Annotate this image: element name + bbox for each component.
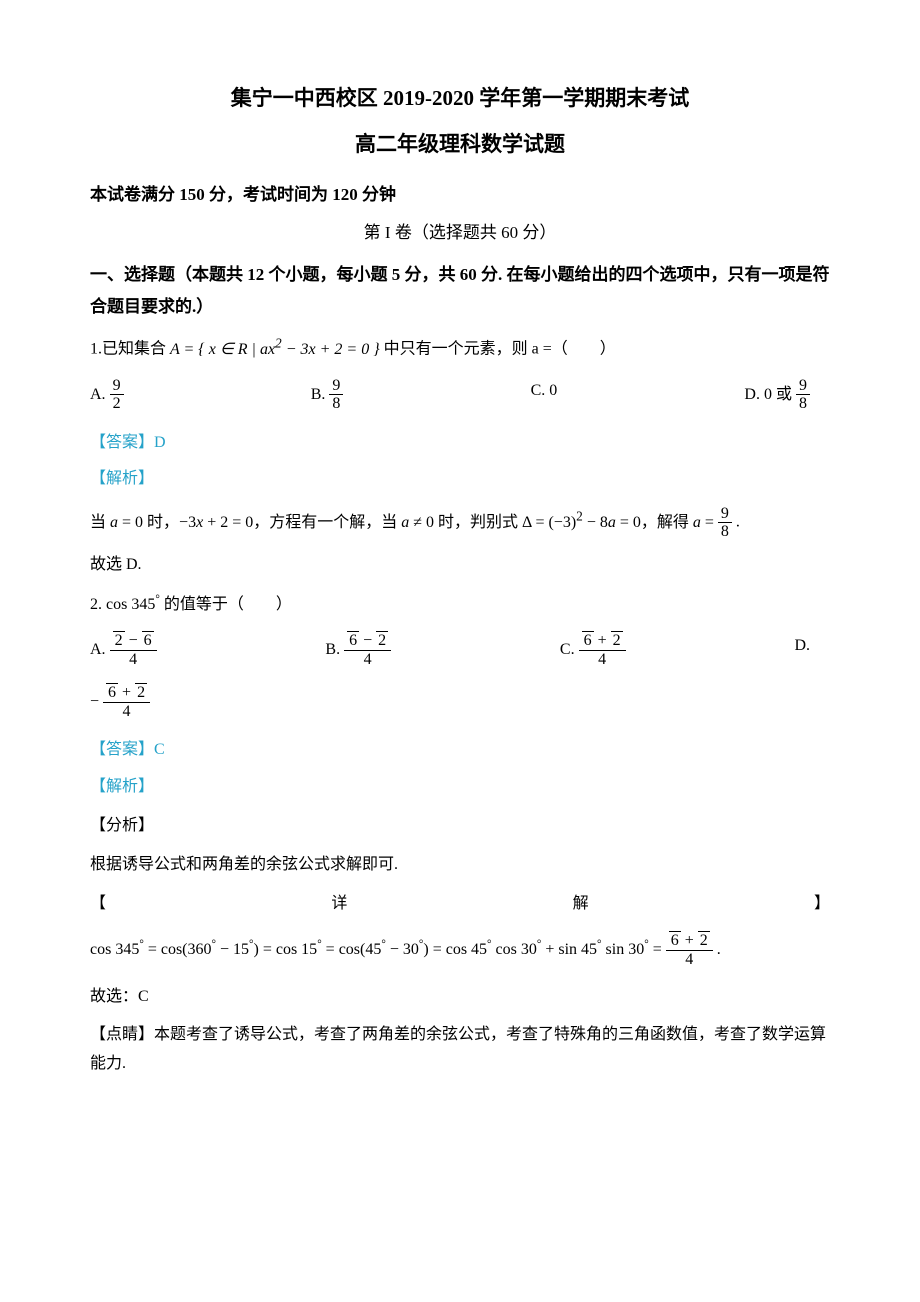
section-heading: 一、选择题（本题共 12 个小题，每小题 5 分，共 60 分. 在每小题给出的… — [90, 259, 830, 324]
opt-text: 0 — [549, 382, 557, 399]
num: 6 + 2 — [579, 632, 626, 651]
opt-label: C. — [560, 641, 579, 658]
exam-info: 本试卷满分 150 分，考试时间为 120 分钟 — [90, 180, 830, 211]
q1-expr: A = { x ∈ R | ax2 − 3x + 2 = 0 } — [170, 341, 380, 358]
opt-label: D. — [794, 637, 810, 654]
opt-label: D. — [744, 385, 764, 402]
opt-label: B. — [311, 385, 330, 402]
num: 9 — [718, 505, 732, 524]
q2-fenxi-text: 根据诱导公式和两角差的余弦公式求解即可. — [90, 851, 830, 880]
num: 6 − 2 — [344, 632, 391, 651]
den: 4 — [344, 651, 391, 669]
q1-options: A. 92 B. 98 C. 0 D. 0 或 98 — [90, 377, 830, 413]
xiang: 详 — [331, 890, 347, 919]
den: 4 — [579, 651, 626, 669]
q1-option-a: A. 92 — [90, 377, 124, 413]
q2-option-a: A. 2 − 64 — [90, 632, 157, 668]
q1-answer: 【答案】D — [90, 429, 830, 458]
q1-stem: 1.已知集合 A = { x ∈ R | ax2 − 3x + 2 = 0 } … — [90, 331, 830, 364]
minus: − — [90, 693, 99, 710]
opt-text: 0 或 — [764, 385, 792, 402]
num: 9 — [110, 377, 124, 396]
q2-text: 2. cos 345° 的值等于（ ） — [90, 596, 292, 613]
num: 2 − 6 — [110, 632, 157, 651]
q1-sol-end: . — [736, 514, 740, 531]
page-subtitle: 高二年级理科数学试题 — [90, 126, 830, 164]
formula-text: cos 345° = cos(360° − 15°) = cos 15° = c… — [90, 941, 666, 958]
q1-solution: 当 a = 0 时，−3x + 2 = 0，方程有一个解，当 a ≠ 0 时，判… — [90, 504, 830, 541]
q1-option-b: B. 98 — [311, 377, 344, 413]
q2-option-b: B. 6 − 24 — [325, 632, 391, 668]
opt-label: A. — [90, 385, 110, 402]
formula-end: . — [717, 941, 721, 958]
q1-option-d: D. 0 或 98 — [744, 377, 810, 413]
bracket-l: 【 — [90, 890, 106, 919]
q2-answer: 【答案】C — [90, 736, 830, 765]
q2-pick: 故选：C — [90, 983, 830, 1012]
q1-suffix: 中只有一个元素，则 a =（ ） — [384, 341, 616, 358]
num: 6 + 2 — [666, 932, 713, 951]
opt-label: A. — [90, 641, 110, 658]
opt-label: C. — [531, 382, 550, 399]
q2-option-d: D. — [794, 632, 810, 668]
den: 8 — [796, 395, 810, 413]
volume-label: 第 I 卷（选择题共 60 分） — [90, 218, 830, 249]
q2-option-c: C. 6 + 24 — [560, 632, 626, 668]
den: 8 — [329, 395, 343, 413]
num: 9 — [796, 377, 810, 396]
q2-option-d-extra: − 6 + 24 — [90, 684, 830, 720]
q1-analysis: 【解析】 — [90, 465, 830, 494]
q1-pick: 故选 D. — [90, 551, 830, 580]
den: 4 — [110, 651, 157, 669]
den: 8 — [718, 523, 732, 541]
jie: 解 — [573, 890, 589, 919]
q2-analysis: 【解析】 — [90, 773, 830, 802]
den: 4 — [103, 703, 150, 721]
num: 9 — [329, 377, 343, 396]
q2-stem: 2. cos 345° 的值等于（ ） — [90, 590, 830, 620]
bracket-r: 】 — [814, 890, 830, 919]
den: 2 — [110, 395, 124, 413]
q1-prefix: 1.已知集合 — [90, 341, 170, 358]
q1-sol-text: 当 a = 0 时，−3x + 2 = 0，方程有一个解，当 a ≠ 0 时，判… — [90, 514, 718, 531]
den: 4 — [666, 951, 713, 969]
q2-formula: cos 345° = cos(360° − 15°) = cos 15° = c… — [90, 932, 830, 968]
q2-dianjing: 【点睛】本题考查了诱导公式，考查了两角差的余弦公式，考查了特殊角的三角函数值，考… — [90, 1021, 830, 1079]
q2-fenxi: 【分析】 — [90, 812, 830, 841]
q1-option-c: C. 0 — [531, 377, 558, 413]
opt-label: B. — [325, 641, 344, 658]
q2-xiangjie: 【 详 解 】 — [90, 890, 830, 919]
page-title: 集宁一中西校区 2019-2020 学年第一学期期末考试 — [90, 80, 830, 118]
q2-options: A. 2 − 64 B. 6 − 24 C. 6 + 24 D. — [90, 632, 830, 668]
num: 6 + 2 — [103, 684, 150, 703]
